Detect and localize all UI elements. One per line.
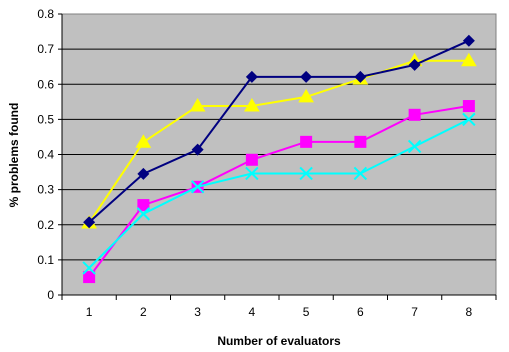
data-point (83, 271, 96, 284)
y-tick-label: 0.4 (37, 148, 54, 162)
axes: 0 0.1 0.2 0.3 0.4 0.5 0.6 0.7 0.8 1 2 3 4 5 6 7 8 (37, 7, 497, 319)
data-point (354, 70, 367, 83)
data-point (245, 166, 259, 181)
data-point (354, 135, 367, 148)
data-point (462, 100, 475, 113)
x-tick-label: 7 (411, 305, 418, 319)
x-tick-label: 6 (357, 305, 364, 319)
y-tick-label: 0.8 (37, 7, 54, 21)
data-point (300, 70, 313, 83)
data-point (462, 34, 475, 47)
x-axis-title: Number of evaluators (217, 334, 341, 348)
data-point (189, 98, 206, 112)
y-tick-label: 0 (47, 288, 54, 302)
data-point (408, 58, 421, 71)
gridlines (62, 48, 496, 261)
x-tick-label: 1 (86, 305, 93, 319)
x-tick-label: 2 (140, 305, 147, 319)
data-point (461, 52, 477, 67)
series-line (88, 39, 470, 224)
y-tick-label: 0.1 (37, 253, 54, 267)
data-point (136, 207, 151, 221)
x-tick-label: 3 (194, 305, 201, 319)
series-line (88, 59, 469, 224)
y-tick-label: 0.7 (37, 42, 54, 56)
y-tick-label: 0.2 (37, 218, 54, 232)
y-tick-label: 0.3 (37, 183, 54, 197)
data-point (245, 153, 258, 166)
data-point (353, 166, 368, 181)
data-point (462, 112, 476, 127)
data-point (300, 135, 313, 148)
data-point (137, 167, 150, 180)
y-tick-label: 0.5 (37, 112, 54, 126)
y-axis-title: % problems found (7, 103, 21, 208)
data-point (191, 143, 204, 156)
data-point (299, 166, 313, 181)
series-line (88, 118, 470, 269)
series-3 (82, 112, 476, 275)
y-tick-label: 0.6 (37, 77, 54, 91)
data-point (298, 88, 314, 103)
data-point (407, 139, 422, 154)
data-point (408, 108, 421, 121)
x-tick-label: 8 (466, 305, 473, 319)
data-point (244, 98, 260, 112)
series-4 (83, 34, 475, 229)
x-tick-label: 4 (249, 305, 256, 319)
series-group (81, 34, 477, 284)
data-point (137, 199, 150, 212)
data-point (82, 261, 96, 275)
data-point (83, 216, 96, 229)
series-line (88, 105, 470, 278)
data-point (135, 134, 152, 148)
x-tick-label: 5 (303, 305, 310, 319)
data-point (190, 180, 205, 194)
data-point (245, 70, 258, 83)
